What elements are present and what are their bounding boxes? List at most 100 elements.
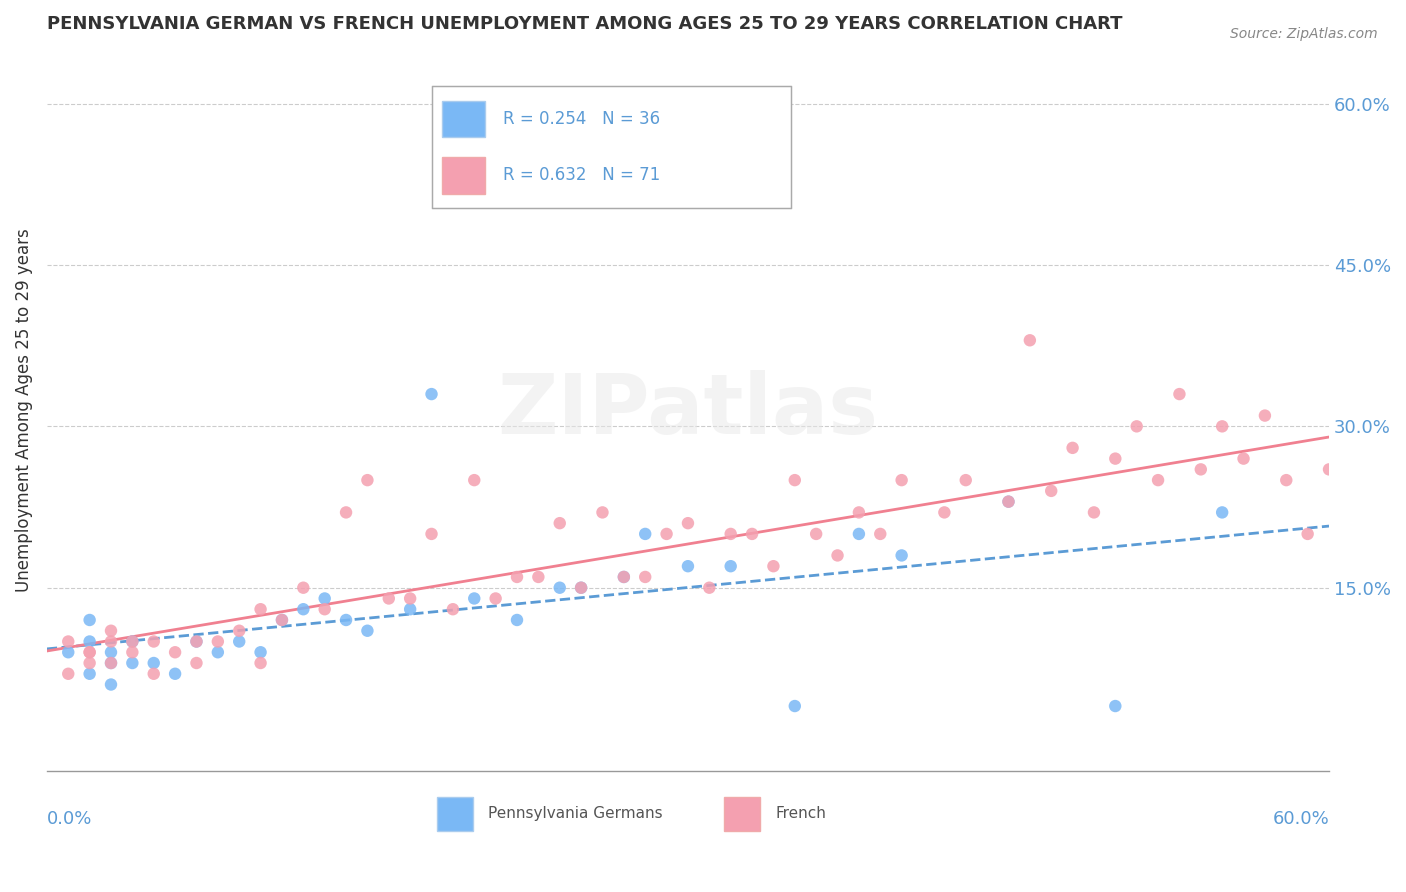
Point bbox=[1104, 451, 1126, 466]
Point bbox=[378, 591, 401, 606]
Point bbox=[228, 634, 250, 648]
Point bbox=[827, 549, 849, 563]
Point bbox=[441, 602, 464, 616]
Point bbox=[100, 624, 122, 638]
Point bbox=[399, 602, 422, 616]
Point bbox=[1296, 527, 1319, 541]
Point bbox=[463, 591, 485, 606]
Point bbox=[249, 645, 271, 659]
Point bbox=[506, 570, 529, 584]
Point bbox=[420, 527, 443, 541]
Point bbox=[1083, 505, 1105, 519]
Point bbox=[79, 645, 101, 659]
Point bbox=[804, 527, 827, 541]
Point bbox=[356, 624, 378, 638]
Point bbox=[890, 549, 912, 563]
Point bbox=[79, 645, 101, 659]
Point bbox=[1062, 441, 1084, 455]
Point bbox=[613, 570, 636, 584]
Point bbox=[186, 634, 208, 648]
Point bbox=[527, 570, 550, 584]
Point bbox=[634, 527, 657, 541]
Point bbox=[1040, 483, 1063, 498]
Point bbox=[207, 645, 229, 659]
Point bbox=[783, 699, 806, 714]
Point bbox=[100, 634, 122, 648]
Point bbox=[1147, 473, 1170, 487]
Point bbox=[186, 656, 208, 670]
Point bbox=[356, 473, 378, 487]
Point bbox=[121, 634, 143, 648]
Point bbox=[997, 494, 1019, 508]
Point bbox=[399, 591, 422, 606]
Point bbox=[1275, 473, 1298, 487]
Point bbox=[1382, 441, 1405, 455]
Point bbox=[58, 666, 80, 681]
Point bbox=[997, 494, 1019, 508]
Point bbox=[548, 516, 571, 531]
Y-axis label: Unemployment Among Ages 25 to 29 years: Unemployment Among Ages 25 to 29 years bbox=[15, 228, 32, 592]
Point bbox=[1339, 419, 1361, 434]
Point bbox=[79, 656, 101, 670]
Point bbox=[676, 516, 699, 531]
Point bbox=[100, 677, 122, 691]
Point bbox=[741, 527, 763, 541]
Point bbox=[676, 559, 699, 574]
Point bbox=[271, 613, 294, 627]
Point bbox=[1361, 473, 1384, 487]
Point bbox=[506, 613, 529, 627]
Point bbox=[121, 634, 143, 648]
Point bbox=[314, 602, 336, 616]
Point bbox=[783, 473, 806, 487]
Point bbox=[934, 505, 956, 519]
Point bbox=[1232, 451, 1254, 466]
Point bbox=[1211, 505, 1233, 519]
Point bbox=[1104, 699, 1126, 714]
Point bbox=[142, 666, 165, 681]
Point bbox=[955, 473, 977, 487]
Point bbox=[890, 473, 912, 487]
Point bbox=[1168, 387, 1191, 401]
Point bbox=[314, 591, 336, 606]
Text: PENNSYLVANIA GERMAN VS FRENCH UNEMPLOYMENT AMONG AGES 25 TO 29 YEARS CORRELATION: PENNSYLVANIA GERMAN VS FRENCH UNEMPLOYME… bbox=[46, 15, 1122, 33]
Point bbox=[613, 570, 636, 584]
Point bbox=[79, 634, 101, 648]
Point bbox=[720, 559, 742, 574]
Point bbox=[79, 613, 101, 627]
Point bbox=[121, 645, 143, 659]
Point bbox=[100, 645, 122, 659]
Point bbox=[249, 602, 271, 616]
Point bbox=[207, 634, 229, 648]
Point bbox=[335, 505, 357, 519]
Point bbox=[121, 656, 143, 670]
Point bbox=[292, 581, 315, 595]
Point bbox=[634, 570, 657, 584]
Point bbox=[165, 645, 187, 659]
Point bbox=[79, 666, 101, 681]
Point bbox=[335, 613, 357, 627]
Point bbox=[420, 387, 443, 401]
Point bbox=[186, 634, 208, 648]
Point bbox=[249, 656, 271, 670]
Point bbox=[485, 591, 508, 606]
Point bbox=[271, 613, 294, 627]
Point bbox=[848, 505, 870, 519]
Point bbox=[100, 656, 122, 670]
Point bbox=[1317, 462, 1340, 476]
Point bbox=[697, 581, 720, 595]
Point bbox=[569, 581, 592, 595]
Text: 0.0%: 0.0% bbox=[46, 810, 93, 829]
Text: Source: ZipAtlas.com: Source: ZipAtlas.com bbox=[1230, 27, 1378, 41]
Point bbox=[655, 527, 678, 541]
Point bbox=[292, 602, 315, 616]
Point bbox=[848, 527, 870, 541]
Point bbox=[762, 559, 785, 574]
Point bbox=[100, 656, 122, 670]
Point bbox=[548, 581, 571, 595]
Point bbox=[165, 666, 187, 681]
Text: ZIPatlas: ZIPatlas bbox=[498, 369, 879, 450]
Point bbox=[142, 634, 165, 648]
Point bbox=[720, 527, 742, 541]
Point bbox=[592, 505, 614, 519]
Point bbox=[1403, 451, 1406, 466]
